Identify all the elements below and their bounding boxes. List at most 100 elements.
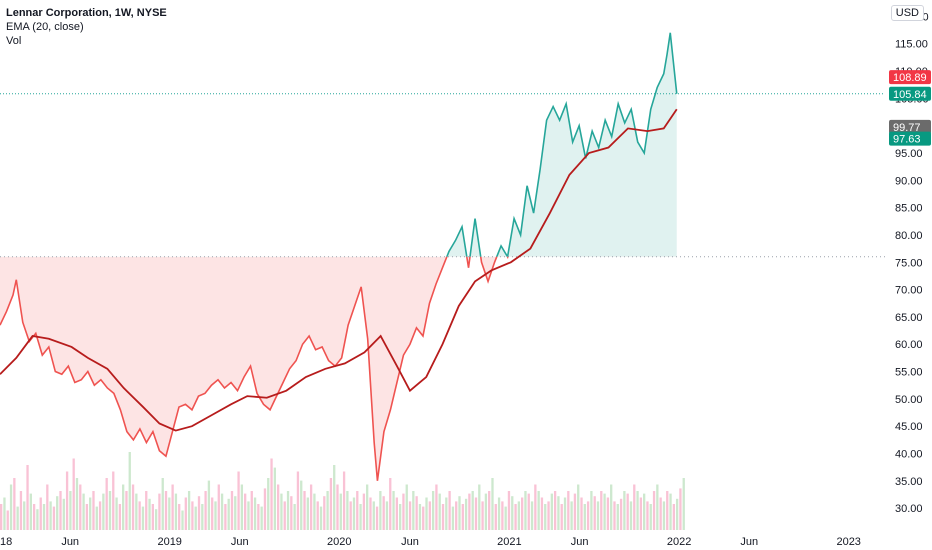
currency-selector[interactable]: USD xyxy=(890,5,924,21)
volume-bar xyxy=(65,471,69,530)
price-tag xyxy=(889,131,931,146)
ema-indicator-label[interactable]: EMA (20, close) xyxy=(6,21,84,33)
volume-bar xyxy=(553,491,557,530)
volume-bar xyxy=(95,506,98,530)
volume-bar xyxy=(79,484,82,530)
volume-bar xyxy=(379,491,382,530)
y-tick-label: 95.00 xyxy=(895,148,923,160)
volume-bar xyxy=(346,491,349,530)
volume-bar xyxy=(122,484,125,530)
y-tick-label: 45.00 xyxy=(895,421,923,433)
y-tick-label: 55.00 xyxy=(895,367,923,379)
volume-bar xyxy=(237,471,240,530)
volume-bar xyxy=(244,493,247,530)
volume-bar xyxy=(580,497,583,530)
y-tick-label: 75.00 xyxy=(895,257,923,269)
volume-bar xyxy=(72,458,75,530)
volume-bar xyxy=(316,501,319,530)
volume-bar xyxy=(131,484,135,530)
volume-bar xyxy=(441,504,445,530)
volume-bar xyxy=(115,497,118,530)
volume-bar xyxy=(250,491,253,530)
volume-bar xyxy=(570,501,573,530)
volume-bar xyxy=(273,467,276,530)
volume-bar xyxy=(171,484,174,530)
volume-bar xyxy=(583,504,586,530)
volume-bar xyxy=(679,488,682,530)
volume-bar xyxy=(240,484,244,530)
volume-bar xyxy=(481,501,484,530)
volume-bar xyxy=(540,497,544,530)
volume-bar xyxy=(62,498,65,530)
volume-bar xyxy=(415,496,418,530)
x-tick-label: 2018 xyxy=(0,536,12,548)
volume-bar xyxy=(494,504,497,530)
volume-bar xyxy=(98,501,102,530)
volume-indicator-label[interactable]: Vol xyxy=(6,35,22,47)
volume-bar xyxy=(662,501,666,530)
volume-bar xyxy=(537,491,540,530)
volume-bar xyxy=(174,493,178,530)
volume-bar xyxy=(69,491,72,530)
volume-bar xyxy=(178,504,181,530)
volume-bar xyxy=(270,458,273,530)
x-tick-label: Jun xyxy=(231,536,249,548)
volume-bar xyxy=(491,478,494,530)
volume-bar xyxy=(3,497,6,530)
volume-bar xyxy=(230,491,234,530)
volume-bar xyxy=(125,491,128,530)
volume-bar xyxy=(573,493,577,530)
volume-bar xyxy=(567,491,570,530)
price-line-below xyxy=(0,256,509,481)
volume-bar xyxy=(187,491,191,530)
volume-bar xyxy=(319,506,323,530)
volume-bar xyxy=(438,493,441,530)
volume-bar xyxy=(422,506,425,530)
volume-bar xyxy=(504,506,507,530)
volume-bar xyxy=(92,491,95,530)
price-tag-label: 97.63 xyxy=(893,134,921,146)
volume-bar xyxy=(600,491,603,530)
volume-bar xyxy=(488,491,491,530)
volume-bar xyxy=(267,478,270,530)
volume-bar xyxy=(194,506,197,530)
volume-bar xyxy=(29,493,32,530)
volume-bar xyxy=(521,497,524,530)
volume-bar xyxy=(596,501,600,530)
y-tick-label: 115.00 xyxy=(895,39,928,51)
y-tick-label: 70.00 xyxy=(895,285,923,297)
volume-bar xyxy=(395,497,399,530)
volume-bar xyxy=(148,498,151,530)
volume-bar xyxy=(151,504,154,530)
volume-bar xyxy=(666,491,669,530)
volume-bar xyxy=(356,491,359,530)
volume-bar xyxy=(329,478,333,530)
volume-bar xyxy=(184,497,187,530)
volume-bar xyxy=(649,504,652,530)
volume-bar xyxy=(128,452,131,530)
volume-bar xyxy=(590,491,593,530)
volume-bar xyxy=(656,484,659,530)
volume-bar xyxy=(290,496,293,530)
volume-bar xyxy=(375,506,379,530)
volume-bar xyxy=(263,488,267,530)
volume-bar xyxy=(517,501,521,530)
ema-line xyxy=(0,108,678,432)
volume-bar xyxy=(23,501,26,530)
volume-bar xyxy=(276,484,280,530)
area-fill-above-baseline xyxy=(0,32,677,257)
volume-bar xyxy=(610,484,613,530)
volume-bar xyxy=(352,497,356,530)
volume-bar xyxy=(108,491,112,530)
y-tick-label: 40.00 xyxy=(895,449,923,461)
volume-bar xyxy=(606,497,610,530)
volume-bar xyxy=(524,491,527,530)
volume-bar xyxy=(280,493,283,530)
volume-bar xyxy=(392,491,395,530)
volume-bar xyxy=(36,509,39,530)
volume-bar xyxy=(560,504,563,530)
price-tag xyxy=(889,70,931,85)
volume-bar xyxy=(402,493,405,530)
volume-bar xyxy=(557,496,560,530)
